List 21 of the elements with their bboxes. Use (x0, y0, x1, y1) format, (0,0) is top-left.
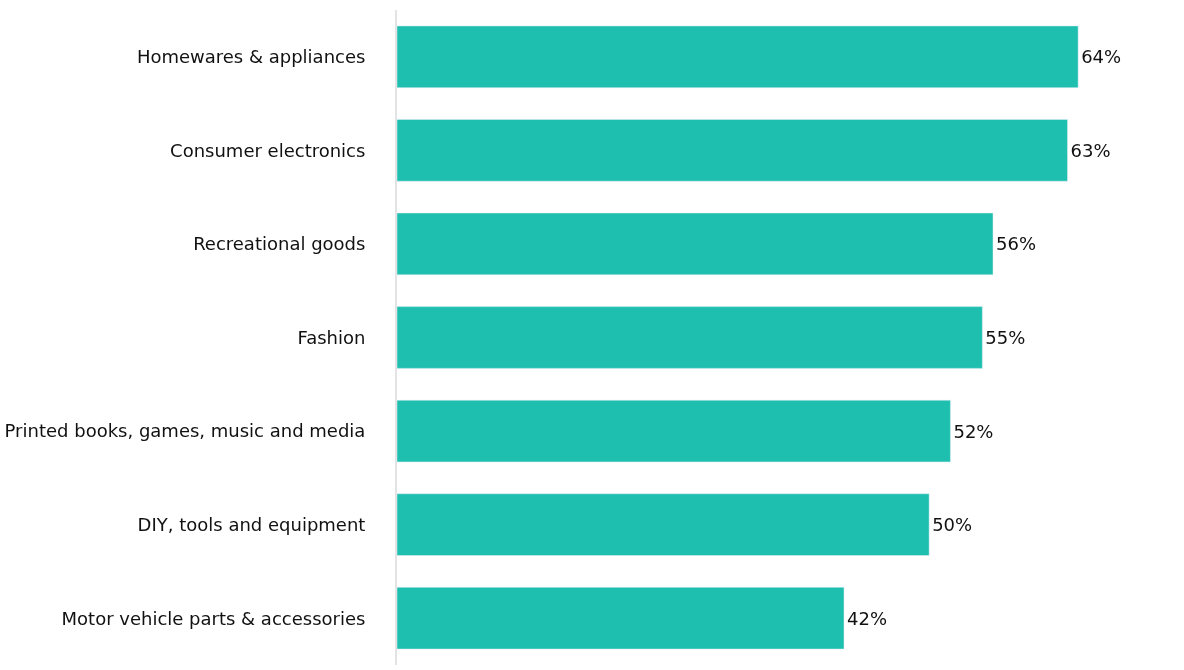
data-label: 64% (1081, 46, 1122, 68)
bar (397, 493, 930, 556)
y-tick-label: Consumer electronics (170, 139, 366, 161)
data-label: 42% (847, 607, 888, 629)
bar (397, 306, 983, 369)
bar (397, 587, 845, 650)
y-tick-label: Recreational goods (193, 233, 366, 255)
data-label: 55% (985, 327, 1026, 348)
bar (397, 399, 951, 463)
data-label: 50% (932, 514, 973, 536)
y-tick-label: Printed books, games, music and media (4, 420, 366, 442)
y-tick-label: Homewares & appliances (136, 46, 366, 68)
bar (397, 119, 1068, 182)
y-tick-label: Motor vehicle parts & accessories (61, 607, 366, 629)
bar (397, 212, 994, 276)
y-tick-label: DIY, tools and equipment (137, 513, 366, 535)
data-label: 56% (996, 233, 1037, 255)
y-tick-label: Fashion (297, 326, 366, 348)
data-label: 63% (1070, 139, 1111, 161)
bar (397, 25, 1079, 88)
data-label: 52% (953, 420, 994, 442)
